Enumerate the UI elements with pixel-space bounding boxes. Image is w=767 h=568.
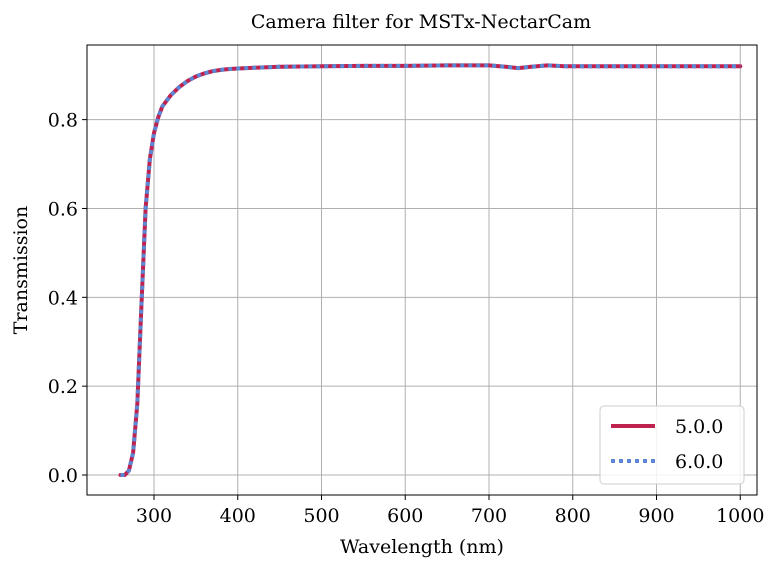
x-axis-ticks: 300 400 500 600 700 800 900 1000: [136, 495, 764, 527]
series-line-6-0-0: [120, 63, 741, 477]
x-tick-label: 800: [555, 505, 591, 527]
chart-title: Camera filter for MSTx-NectarCam: [251, 11, 591, 33]
y-tick-label: 0.6: [48, 198, 78, 220]
legend: 5.0.0 6.0.0: [599, 405, 745, 485]
x-tick-label: 600: [387, 505, 423, 527]
y-axis-label: Transmission: [10, 206, 32, 334]
plot-frame: [86, 44, 758, 496]
grid-lines: [87, 45, 757, 495]
x-tick-label: 500: [303, 505, 339, 527]
y-tick-label: 0.0: [48, 465, 78, 487]
y-axis-ticks: 0.0 0.2 0.4 0.6 0.8: [48, 110, 87, 487]
series-lines: [118, 63, 743, 477]
legend-label-5-0-0: 5.0.0: [675, 416, 723, 438]
x-tick-label: 400: [220, 505, 256, 527]
y-tick-label: 0.2: [48, 376, 78, 398]
y-tick-label: 0.8: [48, 110, 78, 132]
x-tick-label: 300: [136, 505, 172, 527]
x-tick-label: 900: [638, 505, 674, 527]
y-tick-label: 0.4: [48, 287, 78, 309]
x-tick-label: 700: [471, 505, 507, 527]
legend-label-6-0-0: 6.0.0: [675, 451, 723, 473]
x-tick-label: 1000: [716, 505, 764, 527]
x-axis-label: Wavelength (nm): [340, 536, 504, 558]
